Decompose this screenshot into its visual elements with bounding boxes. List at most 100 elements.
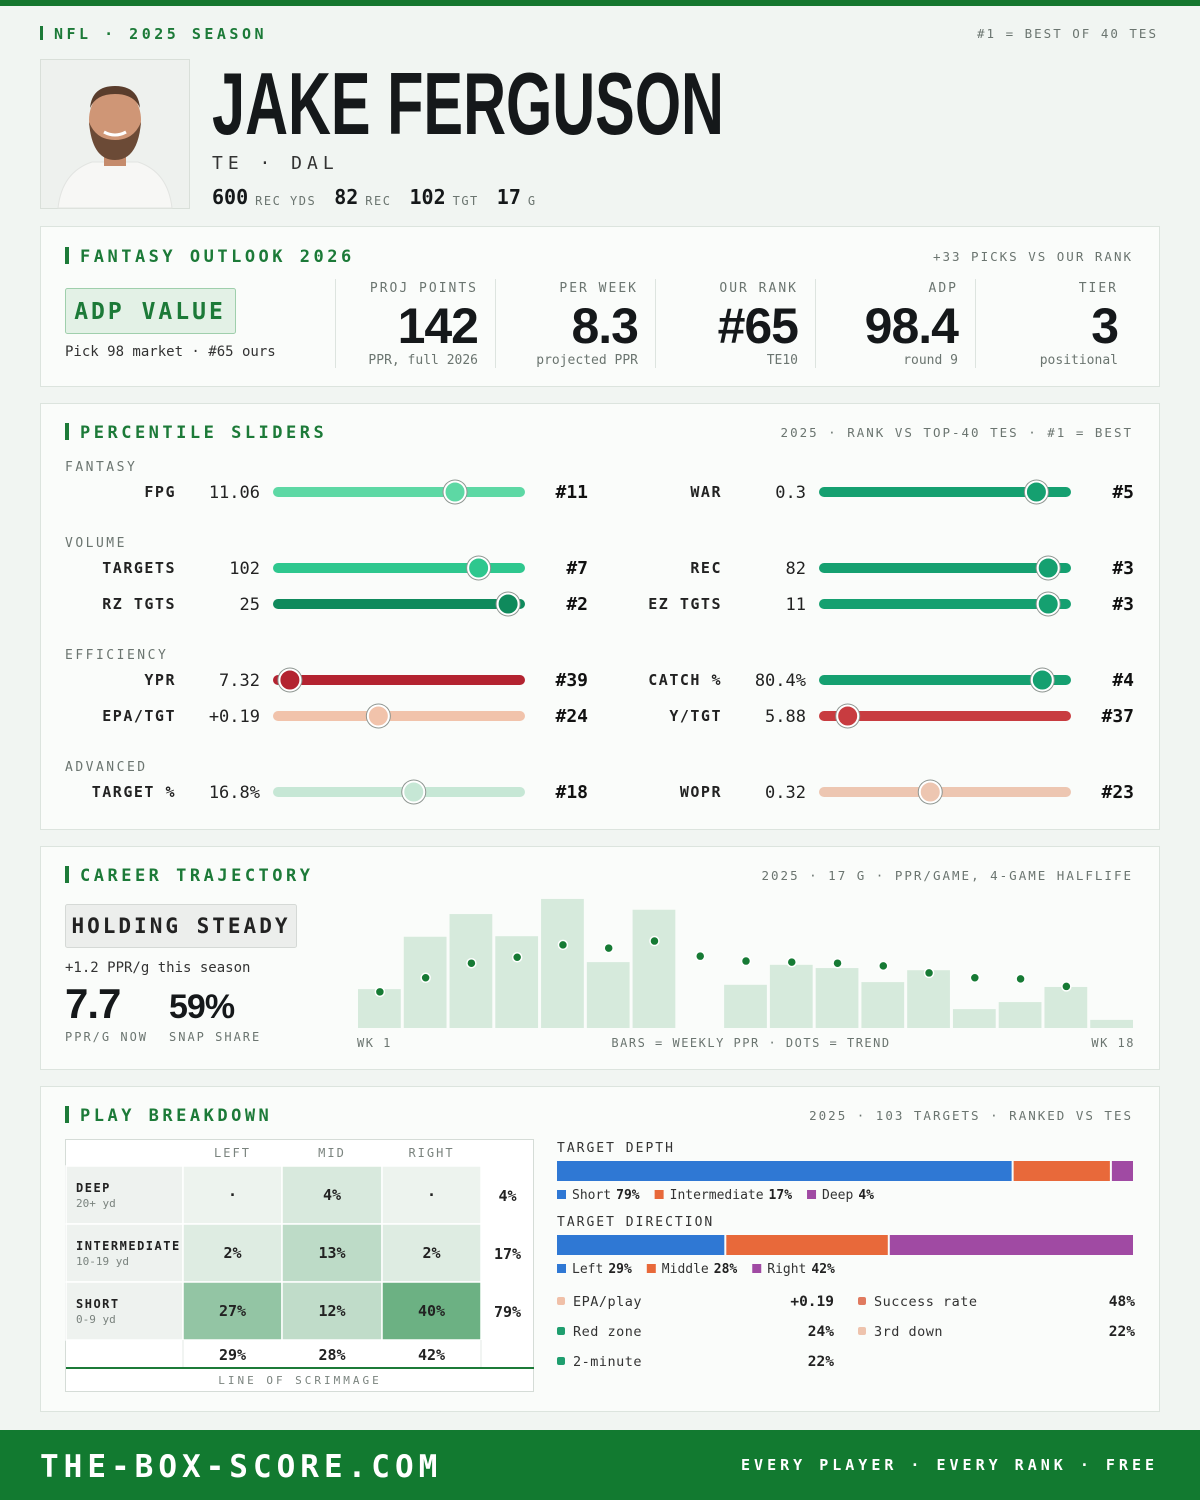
metric-label: PER WEEK (559, 281, 638, 296)
stat-value: +0.19 (790, 1294, 834, 1310)
stack-segment (1111, 1161, 1133, 1181)
trend-dot (832, 957, 843, 969)
slider-knob (1036, 592, 1060, 616)
slider-rank: #3 (1112, 558, 1134, 579)
metric-sub: projected PPR (536, 353, 638, 368)
slider-label: REC (690, 559, 722, 577)
column-total: 28% (318, 1346, 345, 1364)
stat-unit: G (528, 194, 537, 208)
trend-dot (603, 942, 614, 954)
slider-label: TARGET % (92, 783, 176, 801)
column-total: 29% (219, 1346, 246, 1364)
slider-track (273, 787, 525, 797)
trend-dot (511, 952, 523, 963)
slider-value: 82 (786, 559, 806, 579)
slider-rank: #3 (1112, 594, 1134, 615)
slider-knob (496, 592, 520, 616)
section-note: 2025 · 17 G · PPR/GAME, 4-GAME HALFLIFE (762, 868, 1134, 883)
row-label: DEEP (76, 1181, 111, 1195)
legend-value: 42% (811, 1262, 835, 1277)
legend-name: Intermediate (670, 1188, 764, 1203)
slider-track (273, 563, 525, 573)
metric-sub: TE10 (767, 353, 798, 368)
metric-sub: positional (1040, 353, 1118, 368)
week-bar (541, 898, 584, 1028)
legend-name: Short (572, 1188, 611, 1203)
heat-cell (281, 1165, 383, 1225)
legend-name: Middle (662, 1262, 709, 1277)
column-header: LEFT (214, 1146, 251, 1160)
slider-value: +0.19 (209, 707, 260, 727)
week-bar (586, 962, 630, 1028)
slider-value: 7.32 (219, 671, 260, 691)
axis-end: WK 18 (1091, 1036, 1135, 1050)
heat-cell (381, 1281, 482, 1341)
week-bar (449, 914, 493, 1028)
stat-value: 24% (808, 1324, 834, 1340)
row-total: 17% (494, 1245, 521, 1263)
site[interactable]: THE-BOX-SCORE.COM (40, 1449, 442, 1485)
trend-dot (923, 967, 935, 979)
accent (40, 26, 43, 40)
trend-dot (420, 972, 431, 984)
stat-value: 102 (409, 185, 445, 209)
slider-label: EZ TGTS (648, 595, 722, 613)
section-title: PLAY BREAKDOWN (80, 1106, 272, 1126)
legend-value: 28% (714, 1262, 738, 1277)
week-bar (1090, 1019, 1133, 1028)
slider-knob (1030, 668, 1054, 692)
column-header: MID (318, 1146, 346, 1160)
stat-value: 48% (1109, 1294, 1135, 1310)
slider-label: Y/TGT (669, 707, 722, 725)
legend-value: 29% (608, 1262, 632, 1277)
cell-label: · (427, 1186, 436, 1204)
slider-value: 80.4% (755, 671, 806, 691)
cell-label: 12% (318, 1302, 345, 1320)
legend-swatch (557, 1190, 566, 1199)
stack-segment (726, 1235, 888, 1255)
trend-dot (878, 960, 889, 972)
trend-dot (374, 986, 386, 998)
position: TE · DAL (212, 153, 339, 174)
kpi-label: PPR/G NOW (65, 1030, 148, 1044)
player-name: JAKE FERGUSON (212, 54, 724, 153)
slider-track (273, 711, 525, 721)
cell-label: 27% (219, 1302, 246, 1320)
slider-track (819, 675, 1071, 685)
slider-knob (1036, 556, 1060, 580)
stat-value: 17 (497, 185, 521, 209)
metric-sub: PPR, full 2026 (368, 353, 478, 368)
trend-badge-text: HOLDING STEADY (71, 914, 290, 938)
slider-value: 11 (786, 595, 806, 615)
stat-name: EPA/play (573, 1294, 642, 1310)
stack-segment (1013, 1161, 1110, 1181)
stat-unit: REC (365, 194, 391, 208)
slider-knob (402, 780, 426, 804)
slider-track (819, 563, 1071, 573)
slider-knob (278, 668, 302, 692)
top-bar (0, 0, 1200, 6)
group-label: FANTASY (65, 460, 137, 475)
kpi-value: 7.7 (65, 980, 120, 1027)
slider-label: FPG (144, 483, 176, 501)
section-accent (65, 247, 69, 264)
metric-value: #65 (718, 298, 799, 354)
legend-value: 4% (858, 1188, 874, 1203)
slider-value: 11.06 (209, 483, 260, 503)
week-bar (495, 936, 539, 1028)
stack-segment (889, 1235, 1133, 1255)
metric-label: PROJ POINTS (370, 281, 478, 296)
week-bar (724, 984, 767, 1028)
slider-rank: #18 (555, 782, 588, 803)
slider-label: RZ TGTS (102, 595, 176, 613)
row-sub: 20+ yd (76, 1197, 116, 1210)
cell-label: 2% (223, 1244, 241, 1262)
week-bar (769, 964, 813, 1028)
slider-track (273, 599, 525, 609)
slider-rank: #23 (1101, 782, 1134, 803)
heat-cell (182, 1281, 283, 1341)
slider-value: 0.32 (765, 783, 806, 803)
group-label: ADVANCED (65, 760, 148, 775)
row-total: 79% (494, 1303, 521, 1321)
